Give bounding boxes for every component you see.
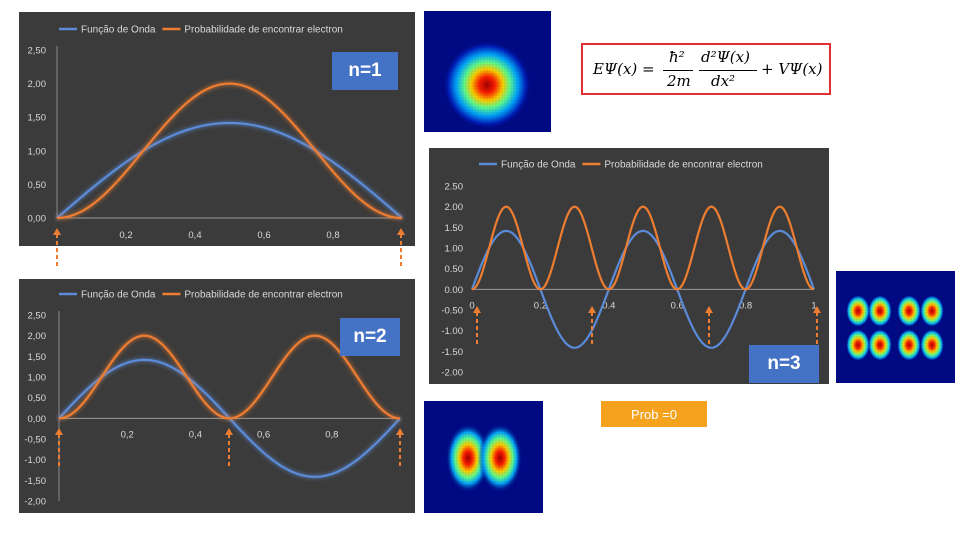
chart-n2: 2,50 2,00 1,50 1,00 0,50 0,00 -0,50 -1,00 -1,50 -… <box>19 279 415 513</box>
chart-n3-y-tick: 2.50 <box>445 182 464 193</box>
chart-n2-y-tick: 1,50 <box>28 352 47 363</box>
chart-n3-x-tick: 1 <box>811 300 816 311</box>
prob-zero-label: Prob =0 <box>601 401 707 427</box>
chart-n1-svg: 2,50 2,00 1,50 1,00 0,50 0,00 0,2 0,4 0,6 0,8 Funç… <box>28 25 403 241</box>
chart-n3-x-tick: 0 <box>469 300 474 311</box>
chart-n2-series-probability <box>58 334 401 420</box>
orbital-image-n1 <box>424 11 551 132</box>
chart-n1-series-wave <box>56 121 403 219</box>
chart-n3-y-tick: 0.00 <box>445 285 464 296</box>
chart-n1-x-tick: 0,8 <box>326 230 339 241</box>
chart-n3-series-wave <box>470 229 816 349</box>
chart-n3-series-probability <box>471 205 815 291</box>
n2-label: n=2 <box>340 318 400 356</box>
chart-n2-legend-label: Probabilidade de encontrar electron <box>184 290 342 301</box>
chart-n1-x-tick: 0,4 <box>188 230 201 241</box>
chart-n2-x-tick: 0,4 <box>189 429 202 440</box>
chart-n1-x-tick: 0,6 <box>257 230 270 241</box>
orbital-image-n2-svg <box>424 401 543 513</box>
chart-n2-y-tick: 0,50 <box>28 393 47 404</box>
chart-n1-y-tick: 0,00 <box>28 214 47 225</box>
schrodinger-equation: EΨ(x) = ħ² 2m d²Ψ(x) dx² + VΨ(x) <box>581 43 831 95</box>
formula-frac-line-2 <box>699 70 757 71</box>
chart-n3-y-tick: 1.00 <box>445 244 464 255</box>
chart-n1-y-tick: 1,50 <box>28 113 47 124</box>
formula-hbar-den: 2m <box>667 72 691 90</box>
chart-n3-legend-label: Função de Onda <box>501 160 576 171</box>
chart-n1-y-tick: 2,00 <box>28 79 47 90</box>
chart-n1-y-tick: 0,50 <box>28 180 47 191</box>
chart-n1-legend-label: Função de Onda <box>81 25 156 36</box>
chart-n2-y-tick: -1,00 <box>24 455 46 466</box>
chart-n2-svg: 2,50 2,00 1,50 1,00 0,50 0,00 -0,50 -1,00 -1,50 -… <box>24 290 401 508</box>
formula-deriv-num: d²Ψ(x) <box>701 48 750 66</box>
chart-n3-svg: 2.50 2.00 1.50 1.00 0.50 0.00 -0.50 -1.00 -1.50 -… <box>441 160 816 379</box>
chart-n3-x-tick: 0.4 <box>602 300 615 311</box>
chart-n1-series-probability <box>56 82 403 220</box>
chart-n2-y-tick: 1,00 <box>28 373 47 384</box>
chart-n2-x-tick: 0,8 <box>325 429 338 440</box>
chart-n3-x-tick: 0.6 <box>671 300 684 311</box>
chart-n1-y-tick: 2,50 <box>28 46 47 57</box>
chart-n2-y-tick: -1,50 <box>24 476 46 487</box>
chart-n3: 2.50 2.00 1.50 1.00 0.50 0.00 -0.50 -1.00 -1.50 -… <box>429 148 829 384</box>
formula-deriv-den: dx² <box>711 72 736 90</box>
chart-n3-y-tick: -0.50 <box>441 306 463 317</box>
orbital-image-n3-svg <box>836 271 955 383</box>
chart-n3-y-tick: -1.00 <box>441 326 463 337</box>
chart-n3-y-tick: 0.50 <box>445 264 464 275</box>
orbital-image-n2 <box>424 401 543 513</box>
chart-n2-y-tick: 2,00 <box>28 331 47 342</box>
chart-n3-y-tick: -2.00 <box>441 368 463 379</box>
orbital-image-n1-svg <box>424 11 551 132</box>
chart-n2-y-tick: 0,00 <box>28 414 47 425</box>
chart-n3-y-tick: 1.50 <box>445 223 464 234</box>
chart-n2-y-tick: -2,00 <box>24 497 46 508</box>
formula-frac-line-1 <box>663 70 693 71</box>
orbital-image-n3 <box>836 271 955 383</box>
chart-n1-x-tick: 0,2 <box>119 230 132 241</box>
chart-n1-y-tick: 1,00 <box>28 146 47 157</box>
formula-lhs: EΨ(x) = <box>593 60 655 78</box>
chart-n3-y-tick: 2.00 <box>445 202 464 213</box>
n1-label: n=1 <box>332 52 398 90</box>
chart-n3-x-tick: 0.2 <box>534 300 547 311</box>
n3-label: n=3 <box>749 345 819 383</box>
formula-hbar-num: ħ² <box>669 48 685 66</box>
chart-n2-legend-label: Função de Onda <box>81 290 156 301</box>
chart-n2-y-tick: -0,50 <box>24 435 46 446</box>
chart-n3-legend-label: Probabilidade de encontrar electron <box>604 160 762 171</box>
chart-n2-y-tick: 2,50 <box>28 311 47 322</box>
chart-n2-x-tick: 0,6 <box>257 429 270 440</box>
chart-n1: 2,50 2,00 1,50 1,00 0,50 0,00 0,2 0,4 0,6 0,8 Funç… <box>19 12 415 246</box>
chart-n3-x-tick: 0.8 <box>739 300 752 311</box>
chart-n1-legend-label: Probabilidade de encontrar electron <box>184 25 342 36</box>
chart-n3-y-tick: -1.50 <box>441 347 463 358</box>
chart-n2-x-tick: 0,2 <box>121 429 134 440</box>
formula-rhs: + VΨ(x) <box>761 60 823 78</box>
